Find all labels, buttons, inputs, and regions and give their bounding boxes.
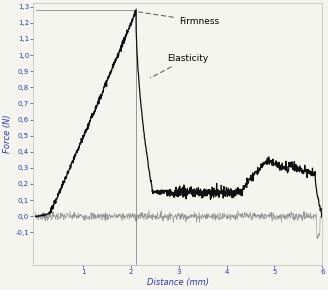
Text: Elasticity: Elasticity <box>150 54 208 78</box>
X-axis label: Distance (mm): Distance (mm) <box>147 278 209 287</box>
Y-axis label: Force (N): Force (N) <box>4 115 12 153</box>
Text: Firmness: Firmness <box>139 12 219 26</box>
